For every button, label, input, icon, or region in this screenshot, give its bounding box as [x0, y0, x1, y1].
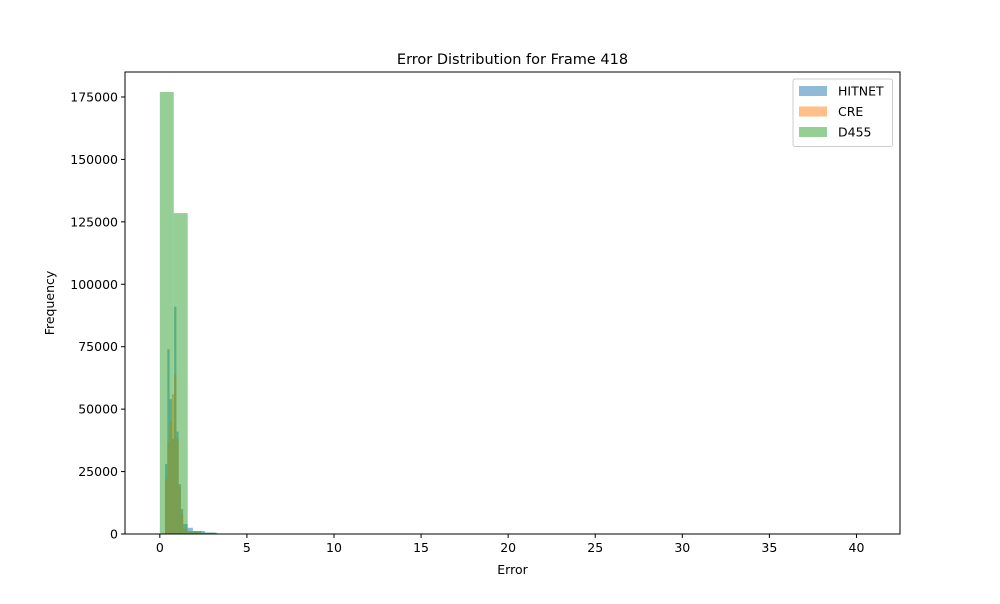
y-axis-label: Frequency: [42, 270, 57, 335]
legend-swatch-hitnet: [799, 86, 827, 96]
x-tick-label: 40: [849, 540, 865, 555]
x-axis-label: Error: [497, 562, 528, 577]
chart-title: Error Distribution for Frame 418: [397, 52, 628, 68]
legend-label-cre: CRE: [838, 104, 863, 119]
legend-label-hitnet: HITNET: [838, 84, 884, 99]
y-tick-label: 25000: [78, 464, 118, 479]
x-tick-label: 35: [761, 540, 777, 555]
y-tick-label: 50000: [78, 402, 118, 417]
legend-swatch-cre: [799, 107, 827, 117]
bar-d455-1: [174, 213, 188, 534]
legend-label-d455: D455: [838, 125, 871, 140]
y-tick-label: 75000: [78, 339, 118, 354]
x-tick-label: 15: [413, 540, 429, 555]
y-tick-label: 150000: [70, 152, 118, 167]
x-tick-label: 25: [587, 540, 603, 555]
y-tick-label: 125000: [70, 214, 118, 229]
legend: HITNET CRE D455: [793, 79, 893, 147]
y-tick-label: 100000: [70, 277, 118, 292]
x-tick-label: 5: [243, 540, 251, 555]
x-tick-label: 10: [326, 540, 342, 555]
x-tick-label: 0: [156, 540, 164, 555]
y-tick-label: 0: [110, 527, 118, 542]
y-tick-label: 175000: [70, 89, 118, 104]
x-tick-label: 30: [674, 540, 690, 555]
bar-d455-0: [160, 92, 174, 534]
legend-swatch-d455: [799, 127, 827, 137]
x-tick-label: 20: [500, 540, 516, 555]
